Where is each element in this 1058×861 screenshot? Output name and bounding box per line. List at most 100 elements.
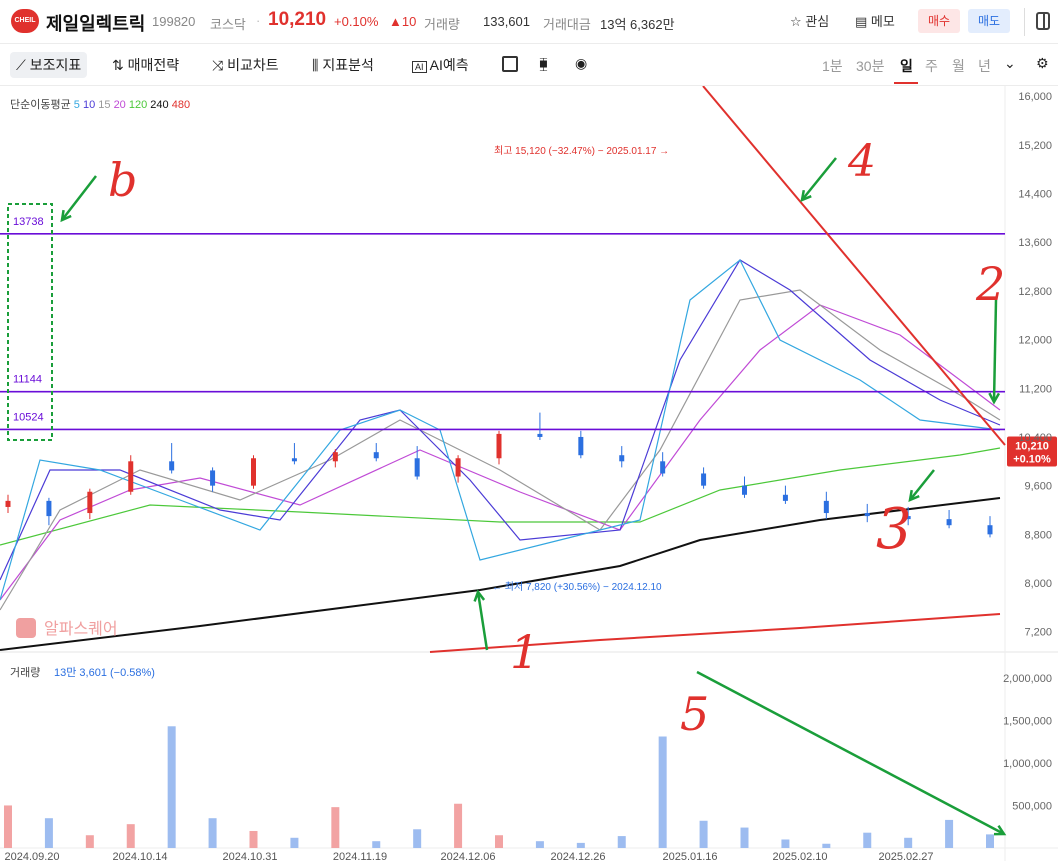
indicator-icon: ⟋	[16, 57, 26, 73]
candle-body	[823, 500, 829, 514]
price-tick: 13,600	[1018, 237, 1052, 249]
ma-legend-period: 240	[150, 99, 171, 111]
candle-body	[251, 458, 256, 486]
volume-bars	[4, 726, 994, 848]
chevron-down-icon[interactable]: ⌄	[1004, 55, 1016, 71]
volume-bar	[4, 805, 12, 848]
volume-bar	[372, 841, 381, 848]
green-arrowhead	[988, 392, 1001, 405]
support-line-label: 10524	[13, 411, 44, 423]
handwritten-mark: 1	[510, 625, 539, 679]
date-tick: 2025.02.27	[878, 851, 933, 861]
date-tick: 2024.12.26	[550, 851, 605, 861]
candle-type-icon[interactable]: ⧯	[539, 55, 548, 71]
handwritten-mark: 2	[975, 257, 1005, 311]
green-arrow	[61, 175, 97, 221]
handwritten-mark: 3	[876, 497, 912, 562]
candle-body	[291, 458, 297, 462]
watch-label: 관심	[805, 14, 830, 29]
candle-body	[5, 500, 11, 507]
green-arrowhead	[993, 824, 1007, 836]
period-0[interactable]: 1분	[822, 58, 843, 74]
ma-line	[0, 304, 1001, 601]
trade-amount-label: 거래대금	[543, 17, 591, 32]
price-tick: 8,000	[1024, 578, 1052, 590]
handwritten-mark: 5	[680, 687, 709, 741]
period-3[interactable]: 주	[925, 58, 938, 74]
green-arrowhead	[60, 209, 72, 223]
volume-bar	[699, 820, 708, 848]
buy-button[interactable]: 매수	[918, 9, 960, 33]
candle-body	[128, 461, 134, 492]
green-arrowhead	[473, 589, 486, 602]
candle-body	[905, 516, 911, 520]
volume-bar	[945, 819, 954, 848]
candle-body	[373, 452, 379, 459]
analysis-label: 지표분석	[322, 57, 374, 73]
stock-name[interactable]: 제일일렉트릭	[46, 14, 146, 34]
analysis-button[interactable]: ⫼ 지표분석	[312, 55, 374, 75]
current-price: 10,210	[268, 9, 327, 30]
period-4[interactable]: 월	[952, 58, 965, 74]
green-arrow	[909, 469, 935, 501]
ma-line	[0, 289, 1001, 611]
annotations: 최고 15,120 (−32.47%) − 2025.01.17 → ← 최저 7…	[16, 136, 1057, 836]
green-arrow	[696, 670, 1005, 836]
candle-body	[987, 525, 993, 535]
strategy-button[interactable]: ⇅ 매매전략	[112, 55, 179, 75]
memo-button[interactable]: ▤ 메모	[855, 11, 895, 30]
candle-body	[742, 485, 747, 495]
market-label: 코스닥	[210, 17, 246, 32]
volume-summary: 13만 3,601 (−0.58%)	[54, 666, 155, 679]
indicator-button[interactable]: ⟋ 보조지표	[10, 52, 88, 78]
period-5[interactable]: 년	[978, 58, 991, 74]
separator-dot: ·	[256, 13, 261, 28]
watch-button[interactable]: ☆ 관심	[790, 11, 829, 30]
last-change-value: +0.10%	[1013, 454, 1051, 466]
compare-button[interactable]: ⤨ 비교차트	[212, 55, 279, 75]
candles	[5, 412, 993, 538]
date-tick: 2025.02.10	[772, 851, 827, 861]
last-price-tag	[1007, 436, 1057, 467]
volume-bar	[863, 832, 872, 848]
star-icon: ☆	[790, 14, 802, 29]
green-arrowhead	[800, 189, 812, 203]
shuffle-icon: ⤨	[212, 57, 224, 73]
ma-legend: 단순이동평균 5 10 15 20 120 240 480	[10, 98, 190, 111]
camera-icon[interactable]: ◉	[575, 55, 588, 71]
volume-bar	[822, 843, 831, 848]
ma-line	[429, 613, 1001, 653]
ai-chip-icon: AI	[412, 61, 427, 73]
candle-body	[169, 461, 175, 471]
volume-bar	[249, 830, 258, 848]
last-price-value: 10,210	[1015, 441, 1049, 453]
ma-legend-period: 5	[74, 99, 83, 111]
ai-predict-button[interactable]: AI AI예측	[412, 55, 469, 75]
period-2[interactable]: 일	[900, 58, 913, 74]
strategy-label: 매매전략	[127, 57, 180, 73]
candle-body	[414, 458, 420, 477]
ma-line	[0, 259, 1001, 581]
date-tick: 2024.09.20	[4, 851, 59, 861]
volume-bar	[740, 827, 749, 848]
period-1[interactable]: 30분	[856, 58, 885, 74]
ma-legend-label: 단순이동평균	[10, 98, 74, 111]
volume-bar	[904, 837, 913, 848]
volume-tick: 1,000,000	[1003, 758, 1052, 770]
date-tick: 2024.10.14	[112, 851, 167, 861]
volume-bar	[126, 824, 135, 848]
volume-label: 거래량	[10, 666, 40, 679]
handwritten-mark: 4	[847, 136, 876, 187]
price-tick: 14,400	[1018, 188, 1052, 200]
gear-icon[interactable]: ⚙	[1036, 55, 1049, 71]
company-logo: CHEIL	[11, 9, 39, 33]
watermark: 알파스퀘어	[44, 620, 118, 638]
ma-legend-period: 10	[83, 99, 98, 111]
volume-tick: 2,000,000	[1003, 673, 1052, 685]
rectangle-tool-icon[interactable]	[502, 56, 518, 72]
sell-button[interactable]: 매도	[968, 9, 1010, 33]
side-panel-icon[interactable]	[1036, 12, 1050, 30]
green-arrow	[801, 157, 837, 201]
